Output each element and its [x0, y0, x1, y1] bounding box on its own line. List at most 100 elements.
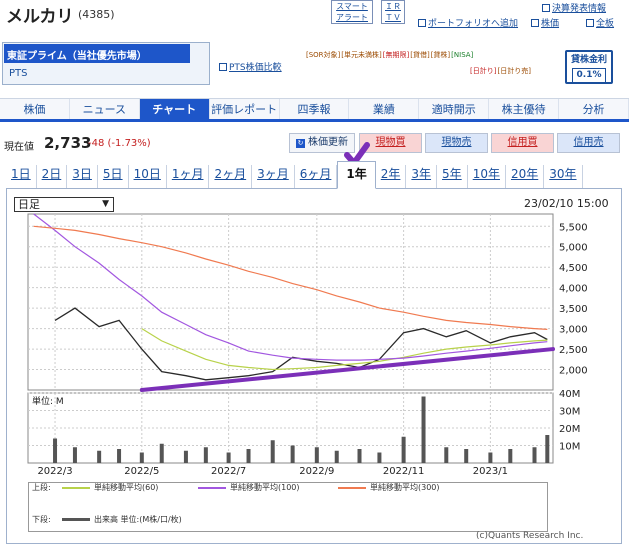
volume-bar [290, 445, 295, 463]
period-1d[interactable]: 1日 [6, 165, 37, 188]
period-10d[interactable]: 10日 [129, 165, 167, 188]
portfolio-add-link[interactable]: ポートフォリオへ追加 [418, 16, 518, 29]
volume-bar [464, 449, 469, 463]
x-tick-label: 2022/3 [37, 466, 72, 477]
period-selector: 1日 2日 3日 5日 10日 1ヶ月 2ヶ月 3ヶ月 6ヶ月 1年 2年 3年… [6, 161, 622, 189]
legend-ma100-swatch [198, 487, 226, 489]
margin-buy-button[interactable]: 信用買 [491, 133, 554, 153]
ma300-series-line [33, 225, 548, 330]
price-plot-frame [27, 213, 554, 391]
period-10y[interactable]: 10年 [468, 165, 506, 188]
volume-bar [488, 452, 493, 463]
lending-rate-value: 0.1% [572, 68, 606, 83]
volume-bar [270, 440, 275, 463]
portfolio-icon [418, 19, 426, 27]
stock-code: (4385) [78, 8, 115, 21]
volume-bar [97, 450, 102, 463]
x-tick-label: 2022/11 [383, 466, 425, 477]
price-tick-label: 2,000 [559, 366, 588, 377]
legend-upper-label: 上段: [32, 483, 51, 492]
market-option-pts[interactable]: PTS [9, 68, 28, 79]
period-3y[interactable]: 3年 [406, 165, 438, 188]
stock-price-link[interactable]: 株価 [531, 16, 559, 29]
period-5y[interactable]: 5年 [437, 165, 468, 188]
cash-buy-button[interactable]: 現物買 [359, 133, 422, 153]
cash-sell-button[interactable]: 現物売 [425, 133, 488, 153]
period-30y[interactable]: 30年 [544, 165, 583, 188]
settlement-info-link[interactable]: 決算発表情報 [542, 1, 606, 14]
tab-shikiho[interactable]: 四季報 [279, 99, 350, 119]
smart-alert-line2: アラート [336, 13, 368, 22]
full-board-link[interactable]: 全板 [586, 16, 614, 29]
period-2y[interactable]: 2年 [376, 165, 407, 188]
volume-bar [334, 450, 339, 463]
period-6m[interactable]: 6ヶ月 [295, 165, 338, 188]
ir-tv-button[interactable]: ＩＲ ＴＶ [381, 0, 405, 24]
price-tick-label: 5,000 [559, 243, 588, 254]
volume-bar [444, 447, 449, 463]
tab-chart[interactable]: チャート [139, 99, 210, 119]
lending-rate-box[interactable]: 貸株金利 0.1% [565, 50, 613, 84]
tab-rating-report[interactable]: 評価レポート [209, 99, 280, 119]
refresh-price-button[interactable]: ↻ 株価更新 [289, 133, 355, 153]
window-icon [219, 63, 227, 71]
x-tick-label: 2022/5 [124, 466, 159, 477]
tag-daytrade-sell: [日計り売] [497, 67, 531, 75]
x-tick-label: 2023/1 [473, 466, 508, 477]
margin-sell-button[interactable]: 信用売 [557, 133, 620, 153]
interval-select[interactable]: 日足 ▼ [14, 197, 114, 212]
pts-compare-link[interactable]: PTS株価比較 [219, 60, 282, 73]
legend-ma60-label: 単純移動平均(60) [94, 483, 159, 492]
ma100-series-line [33, 213, 548, 361]
tab-news[interactable]: ニュース [69, 99, 140, 119]
refresh-icon: ↻ [296, 139, 305, 148]
legend-lower-label: 下段: [32, 515, 51, 524]
tag-sor: [SOR対象] [306, 51, 341, 59]
tv-label: ＴＶ [385, 13, 401, 22]
volume-bar [203, 447, 208, 463]
trade-tags-row2: [日計り][日計り売] [470, 66, 532, 76]
tag-kashikabu: [貸株] [430, 51, 451, 59]
copyright: (c)Quants Research Inc. [476, 531, 584, 541]
smart-alert-button[interactable]: スマート アラート [331, 0, 373, 24]
volume-bar [53, 438, 58, 463]
tab-shareholder-benefits[interactable]: 株主優待 [489, 99, 560, 119]
period-1m[interactable]: 1ヶ月 [167, 165, 210, 188]
legend-ma60-swatch [62, 487, 90, 489]
x-tick-label: 2022/7 [211, 466, 246, 477]
legend-volume-label: 出来高 単位:(M株/口/枚) [94, 515, 182, 524]
period-5d[interactable]: 5日 [98, 165, 129, 188]
volume-tick-label: 20M [559, 424, 580, 435]
period-2d[interactable]: 2日 [37, 165, 68, 188]
market-select[interactable]: 東証プライム（当社優先市場） PTS [2, 42, 210, 85]
lending-rate-label: 貸株金利 [570, 55, 607, 65]
volume-plot-frame [27, 392, 554, 464]
price-tick-label: 5,500 [559, 222, 588, 233]
main-tabs: 株価 ニュース チャート 評価レポート 四季報 業績 適時開示 株主優待 分析 [0, 98, 629, 122]
price-change: -48 (-1.73%) [88, 138, 151, 149]
tab-stock-price[interactable]: 株価 [0, 99, 70, 119]
legend-ma100-label: 単純移動平均(100) [230, 483, 300, 492]
chart-panel [6, 189, 622, 544]
volume-bar [159, 443, 164, 463]
x-tick-label: 2022/9 [299, 466, 334, 477]
current-price-label: 現在値 [4, 142, 34, 153]
trade-tags-row1: [SOR対象][単元未満株][無期限][貸借][貸株][NISA] [306, 50, 474, 60]
chart-timestamp: 23/02/10 15:00 [524, 197, 609, 210]
tag-odd-lot: [単元未満株] [341, 51, 382, 59]
volume-tick-label: 10M [559, 442, 580, 453]
interval-value: 日足 [18, 198, 40, 211]
tag-indefinite: [無期限] [382, 51, 410, 59]
ma60-series-line [141, 328, 548, 371]
chart-legend: 上段: 単純移動平均(60) 単純移動平均(100) 単純移動平均(300) 下… [28, 482, 548, 532]
window-icon [531, 19, 539, 27]
period-3d[interactable]: 3日 [67, 165, 98, 188]
tab-disclosure[interactable]: 適時開示 [419, 99, 490, 119]
page-title: メルカリ [6, 7, 74, 27]
period-1y[interactable]: 1年 [337, 161, 376, 189]
period-20y[interactable]: 20年 [506, 165, 545, 188]
period-3m[interactable]: 3ヶ月 [252, 165, 295, 188]
period-2m[interactable]: 2ヶ月 [209, 165, 253, 188]
market-selected[interactable]: 東証プライム（当社優先市場） [4, 44, 190, 63]
tab-earnings[interactable]: 業績 [349, 99, 420, 119]
